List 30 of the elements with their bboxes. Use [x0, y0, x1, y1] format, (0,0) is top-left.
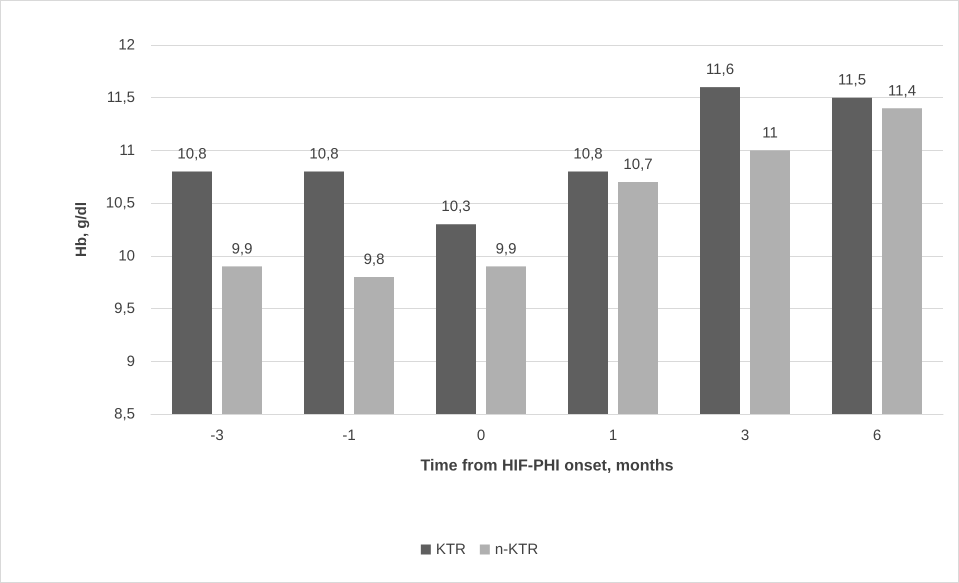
data-label: 9,9: [232, 240, 252, 258]
y-tick-label: 10: [118, 247, 135, 264]
x-tick-label: -1: [342, 427, 356, 444]
data-label: 10,7: [623, 156, 653, 174]
x-tick-label: 0: [476, 427, 486, 444]
x-tick-label: -3: [210, 427, 224, 444]
x-tick-label: 6: [872, 427, 882, 444]
y-tick-label: 9: [126, 352, 135, 370]
data-label: 9,9: [496, 240, 516, 258]
y-tick-label: 10,5: [106, 194, 135, 212]
y-tick-label: 8,5: [114, 406, 135, 422]
legend-label: n-KTR: [494, 541, 538, 558]
data-label: 10,8: [309, 146, 339, 163]
data-label: 10,8: [177, 146, 207, 163]
data-label: 10,8: [573, 146, 603, 163]
y-axis-title: Hb, g/dl: [73, 202, 90, 257]
y-tick-label: 11: [119, 142, 135, 159]
data-label: 11: [762, 124, 778, 142]
data-label: 11,5: [838, 72, 866, 89]
data-label: 11,4: [888, 82, 916, 100]
data-label: 9,8: [364, 250, 384, 268]
x-tick-label: 3: [740, 427, 750, 444]
x-axis-title: Time from HIF-PHI onset, months: [420, 458, 674, 474]
y-tick-label: 11,5: [106, 89, 135, 106]
y-tick-label: 12: [118, 36, 135, 54]
legend-label: KTR: [436, 541, 466, 558]
x-tick-label: 1: [608, 427, 618, 444]
data-label: 11,6: [706, 61, 734, 78]
y-tick-label: 9,5: [114, 300, 135, 318]
data-label: 10,3: [441, 198, 471, 216]
